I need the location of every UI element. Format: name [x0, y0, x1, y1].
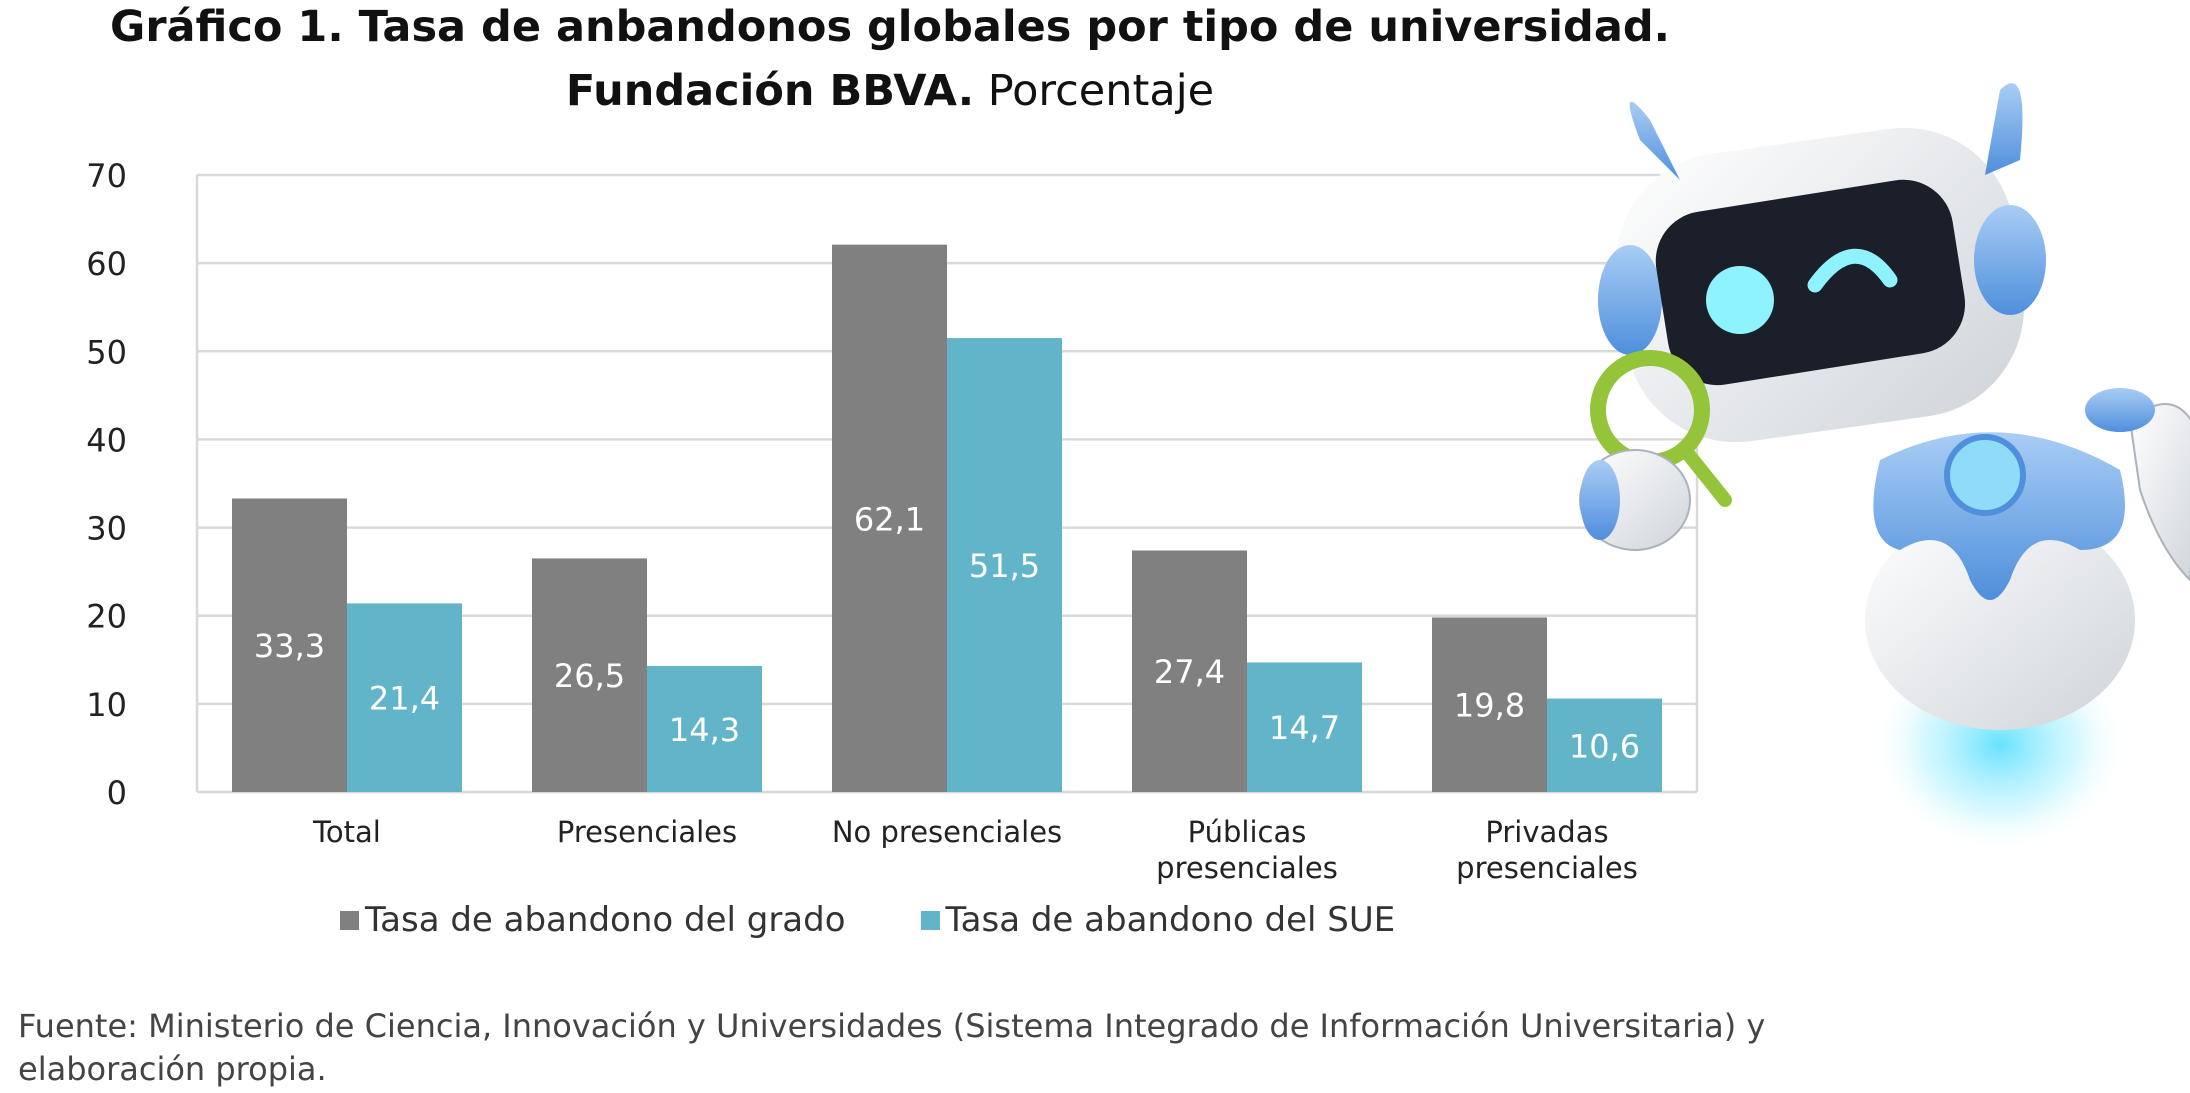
robot-right-shoulder: [2085, 388, 2155, 432]
robot-left-antenna: [1629, 101, 1680, 180]
x-tick-label: Total: [312, 815, 381, 849]
data-label: 21,4: [369, 680, 440, 718]
x-tick-label: Públicas: [1188, 815, 1307, 849]
y-tick-label: 20: [86, 598, 127, 636]
data-label: 33,3: [254, 627, 325, 665]
source-note: Fuente: Ministerio de Ciencia, Innovació…: [18, 1007, 1766, 1088]
magnifying-glass-handle: [1678, 443, 1732, 507]
y-tick-label: 60: [86, 245, 127, 283]
chart-title: Gráfico 1. Tasa de anbandonos globales p…: [110, 2, 1670, 52]
legend-item-sue: Tasa de abandono del SUE: [920, 900, 1396, 940]
bar: [1247, 662, 1362, 792]
data-label: 27,4: [1154, 653, 1225, 691]
bar: [832, 244, 947, 792]
bar: [1432, 617, 1547, 792]
data-label: 62,1: [854, 500, 925, 538]
robot-eye-right-wink: [1807, 248, 1898, 293]
chart-legend: Tasa de abandono del grado Tasa de aband…: [340, 900, 1395, 940]
data-label: 19,8: [1454, 687, 1525, 725]
x-tick-label: presenciales: [1456, 851, 1638, 885]
bar: [347, 603, 462, 792]
robot-right-ear: [1974, 205, 2046, 315]
chart-subtitle-rest: Porcentaje: [987, 66, 1215, 116]
robot-chest-plate: [1873, 432, 2125, 600]
legend-label-sue: Tasa de abandono del SUE: [945, 900, 1396, 940]
legend-item-grado: Tasa de abandono del grado: [340, 900, 846, 940]
robot-lower-body: [1865, 510, 2135, 730]
data-label: 14,3: [669, 711, 740, 749]
y-tick-label: 70: [86, 157, 127, 195]
legend-label-grado: Tasa de abandono del grado: [365, 900, 846, 940]
bar: [1547, 698, 1662, 792]
legend-swatch-grado: [340, 910, 359, 930]
bar: [947, 338, 1062, 792]
y-tick-label: 10: [86, 686, 127, 724]
bar: [232, 498, 347, 792]
x-tick-label: No presenciales: [832, 815, 1062, 849]
y-tick-label: 30: [86, 510, 127, 548]
robot-chest-light: [1944, 434, 2026, 516]
x-tick-label: Privadas: [1485, 815, 1608, 849]
bar: [1132, 550, 1247, 792]
data-label: 14,7: [1269, 709, 1340, 747]
y-tick-label: 50: [86, 333, 127, 371]
x-tick-label: presenciales: [1156, 851, 1338, 885]
bar: [532, 558, 647, 792]
legend-swatch-sue: [920, 910, 940, 930]
y-tick-label: 0: [107, 774, 127, 812]
bar: [647, 665, 762, 792]
data-label: 10,6: [1569, 727, 1640, 765]
x-tick-label: Presenciales: [557, 815, 737, 849]
robot-right-antenna: [1985, 83, 2023, 175]
robot-eye-left: [1706, 266, 1774, 334]
robot-mascot-illustration: [1579, 83, 2190, 855]
data-label: 26,5: [554, 657, 625, 695]
robot-left-ear: [1598, 245, 1662, 355]
robot-right-arm: [2128, 403, 2190, 582]
robot-left-wrist: [1580, 460, 1620, 540]
bar-chart: 0 10 20 30 40 50 60 70 33,3 21,4 Total 26,5 14,3 Pres…: [86, 157, 1699, 885]
chart-subtitle: Fundación BBVA. Porcentaje: [0, 66, 1780, 116]
data-label: 51,5: [969, 547, 1040, 585]
y-tick-label: 40: [86, 421, 127, 459]
chart-subtitle-bold: Fundación BBVA.: [565, 66, 975, 116]
